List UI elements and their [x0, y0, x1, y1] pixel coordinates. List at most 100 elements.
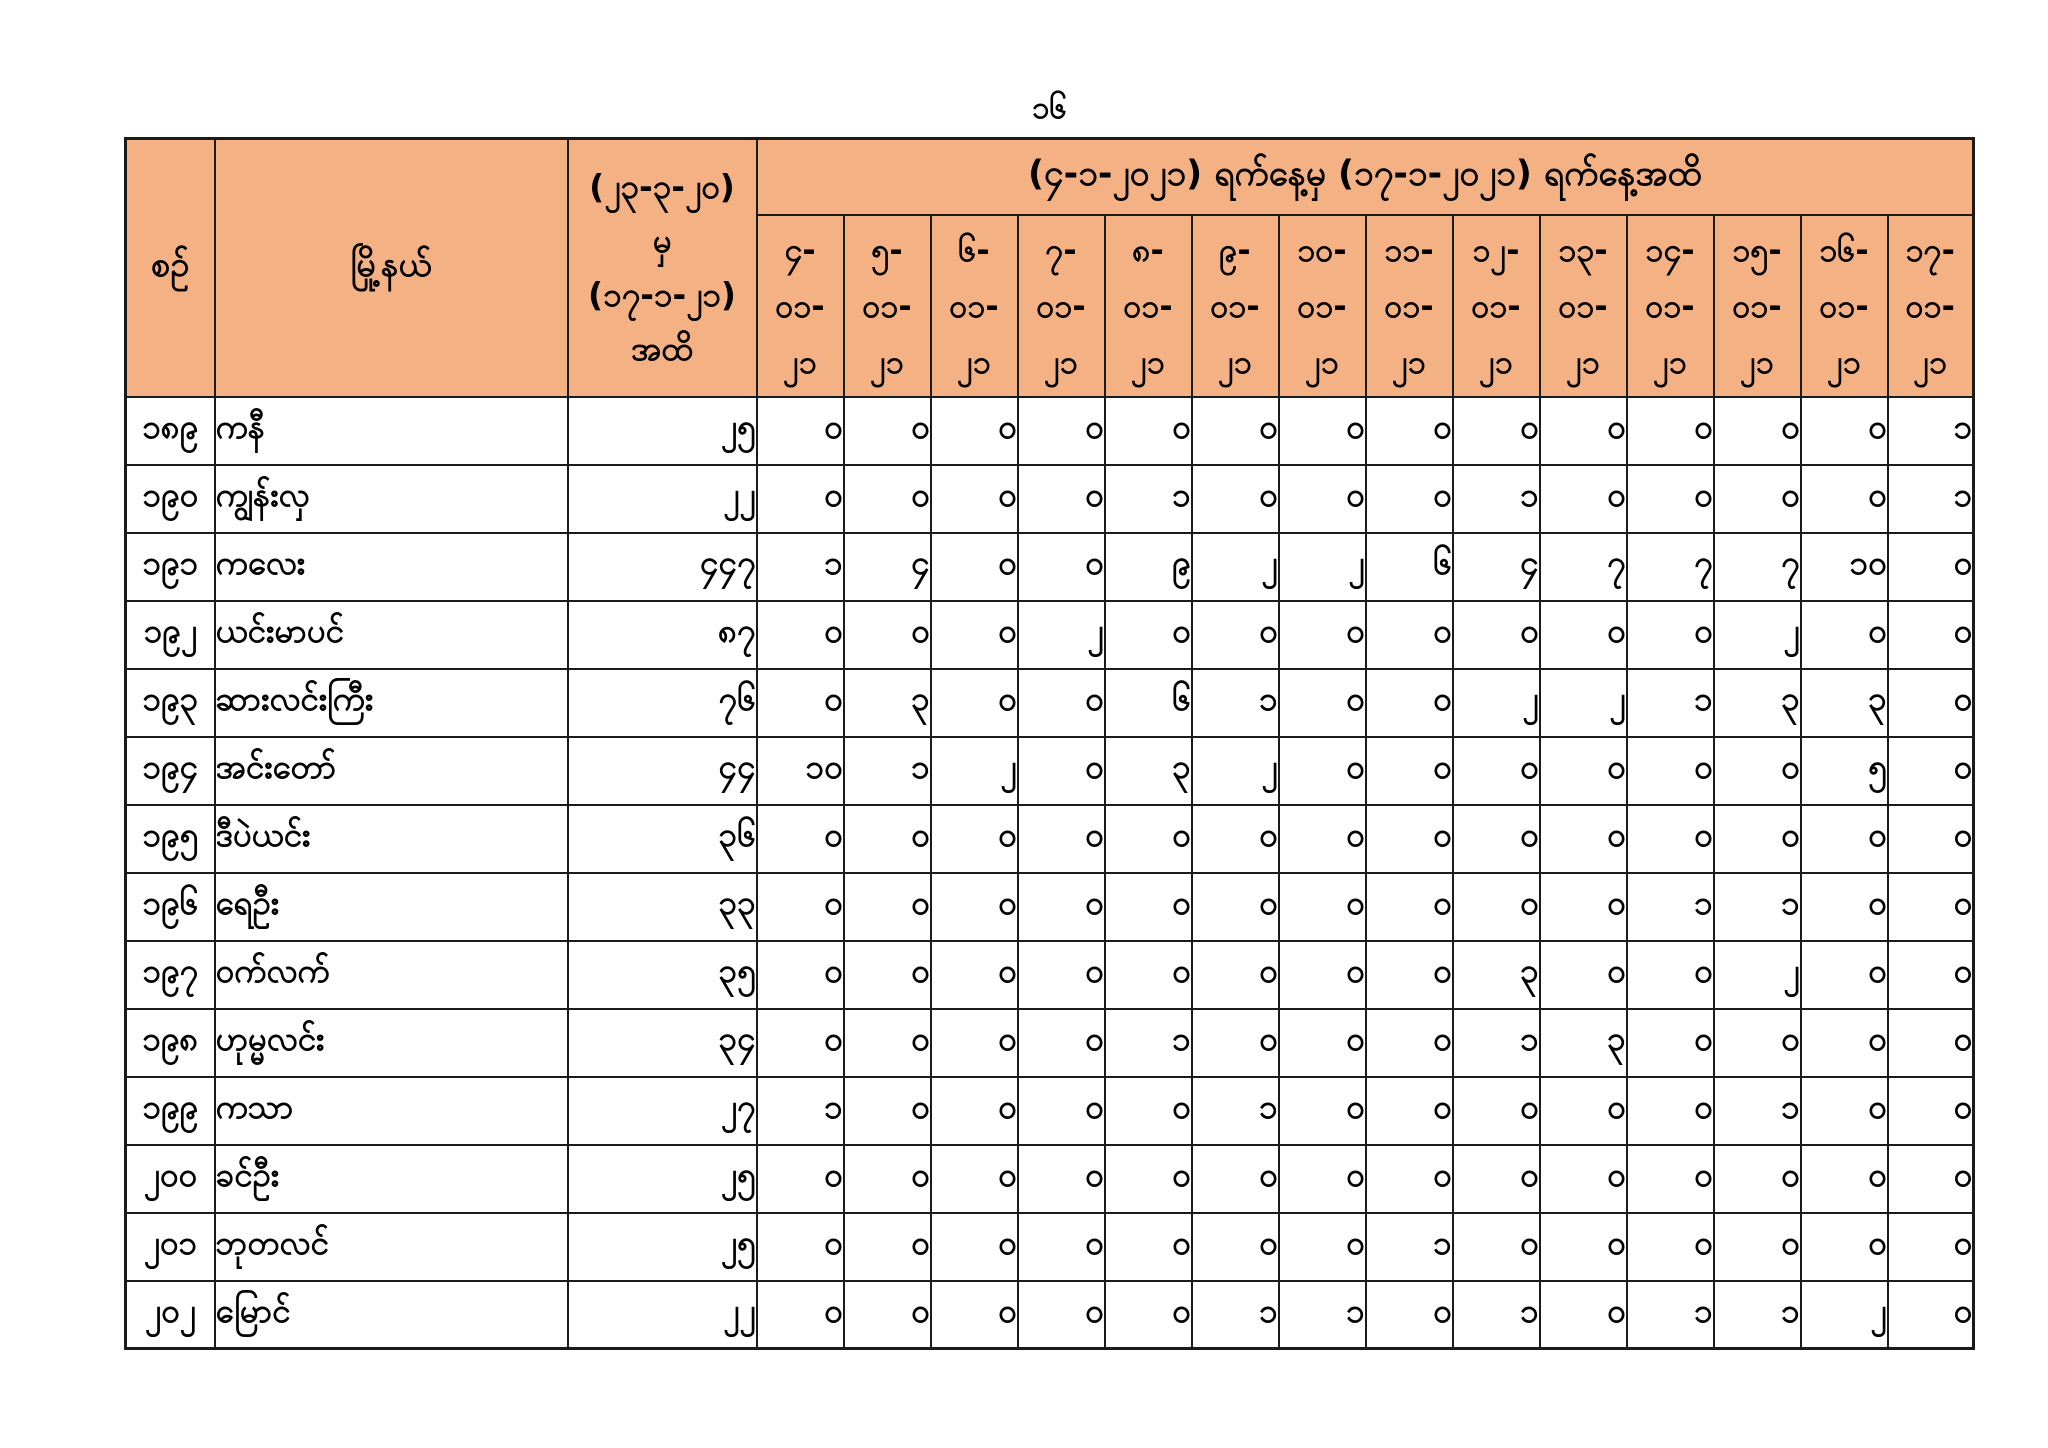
table-row: ၁၉၅ ဒီပဲယင်း ၃၆၀၀၀၀၀၀၀၀၀၀၀၀၀၀ — [124, 803, 1975, 874]
table-row: ၁၉၈ ဟုမ္မလင်း ၃၄၀၀၀၀၁၀၀၀၁၃၀၀၀၀ — [124, 1007, 1975, 1078]
daily-count-cell: ၁ — [1364, 1211, 1454, 1282]
serial-cell: ၁၉၆ — [124, 871, 216, 942]
cumulative-header-line: (၂၃-၃-၂၀) — [589, 166, 735, 206]
daily-count-cell: ၀ — [1886, 871, 1975, 942]
serial-column-header: စဉ် — [124, 137, 216, 398]
date-header-line: ၀၁- — [1471, 286, 1521, 325]
township-column-header: မြို့နယ် — [213, 137, 569, 398]
daily-count-cell: ၀ — [842, 1075, 932, 1146]
daily-count-cell: ၀ — [1538, 1279, 1628, 1350]
daily-count-cell: ၀ — [1016, 871, 1106, 942]
daily-count-cell: ၀ — [1886, 1211, 1975, 1282]
daily-count-cell: ၀ — [929, 1007, 1019, 1078]
daily-count-cell: ၀ — [1190, 463, 1280, 534]
daily-count-cell: ၀ — [1451, 871, 1541, 942]
daily-count-cell: ၄ — [1451, 531, 1541, 602]
daily-count-cell: ၁ — [1712, 871, 1802, 942]
serial-cell: ၂၀၀ — [124, 1143, 216, 1214]
daily-count-cell: ၀ — [1886, 1143, 1975, 1214]
daily-count-cell: ၀ — [1538, 803, 1628, 874]
date-header-line: ၂၁ — [870, 342, 904, 381]
township-cell: မြောင် — [213, 1279, 569, 1350]
daily-count-cell: ၀ — [1712, 463, 1802, 534]
daily-count-cell: ၀ — [1712, 1007, 1802, 1078]
daily-count-cell: ၇ — [1625, 531, 1715, 602]
date-column-header: ၁၅- ၀၁- ၂၁ — [1712, 213, 1802, 398]
date-header-line: ၅- — [871, 230, 903, 269]
daily-count-cell: ၀ — [1538, 1143, 1628, 1214]
daily-count-cell: ၀ — [1277, 939, 1367, 1010]
table-row: ၁၉၉ ကသာ ၂၇၁၀၀၀၀၁၀၀၀၀၀၁၀၀ — [124, 1075, 1975, 1146]
daily-count-cell: ၃ — [842, 667, 932, 738]
daily-count-cell: ၀ — [755, 1143, 845, 1214]
date-header-line: ၀၁- — [862, 286, 912, 325]
daily-count-cell: ၀ — [755, 1279, 845, 1350]
daily-count-cell: ၀ — [1886, 1007, 1975, 1078]
date-header-line: ၂၁ — [1479, 342, 1513, 381]
date-header-line: ၁၇- — [1905, 230, 1955, 269]
daily-count-cell: ၀ — [1625, 599, 1715, 670]
township-cell: ကျွန်းလှ — [213, 463, 569, 534]
daily-count-cell: ၀ — [842, 1143, 932, 1214]
date-header-line: ၂၁ — [1218, 342, 1252, 381]
daily-count-cell: ၀ — [755, 1007, 845, 1078]
daily-count-cell: ၀ — [1712, 1143, 1802, 1214]
daily-count-cell: ၀ — [1886, 939, 1975, 1010]
daily-count-cell: ၀ — [1277, 667, 1367, 738]
daily-count-cell: ၀ — [1364, 735, 1454, 806]
daily-count-cell: ၁ — [1103, 463, 1193, 534]
daily-count-cell: ၀ — [1625, 1007, 1715, 1078]
serial-cell: ၁၉၂ — [124, 599, 216, 670]
daily-count-cell: ၀ — [755, 395, 845, 466]
daily-count-cell: ၀ — [1364, 1279, 1454, 1350]
serial-cell: ၁၈၉ — [124, 395, 216, 466]
date-header-line: ၂၁ — [1827, 342, 1861, 381]
daily-count-cell: ၇ — [1712, 531, 1802, 602]
daily-count-cell: ၀ — [1103, 395, 1193, 466]
daily-count-cell: ၃ — [1103, 735, 1193, 806]
daily-count-cell: ၂ — [1712, 939, 1802, 1010]
daily-count-cell: ၀ — [1451, 395, 1541, 466]
daily-count-cell: ၀ — [1625, 735, 1715, 806]
date-column-header: ၁၀- ၀၁- ၂၁ — [1277, 213, 1367, 398]
daily-count-cell: ၀ — [1016, 1143, 1106, 1214]
daily-count-cell: ၉ — [1103, 531, 1193, 602]
date-column-header: ၁၇- ၀၁- ၂၁ — [1886, 213, 1975, 398]
daily-count-cell: ၀ — [1538, 599, 1628, 670]
date-header-line: ၂၁ — [1131, 342, 1165, 381]
daily-count-cell: ၁ — [1451, 463, 1541, 534]
daily-count-cell: ၀ — [1364, 871, 1454, 942]
daily-count-cell: ၀ — [1886, 599, 1975, 670]
daily-count-cell: ၀ — [1712, 1211, 1802, 1282]
daily-count-cell: ၀ — [755, 667, 845, 738]
table-row: ၁၉၇ ဝက်လက် ၃၅၀၀၀၀၀၀၀၀၃၀၀၂၀၀ — [124, 939, 1975, 1010]
daily-count-cell: ၃ — [1712, 667, 1802, 738]
serial-cell: ၂၀၁ — [124, 1211, 216, 1282]
date-header-line: ၀၁- — [949, 286, 999, 325]
daily-count-cell: ၀ — [1364, 1143, 1454, 1214]
daily-count-cell: ၀ — [1277, 395, 1367, 466]
daily-count-cell: ၀ — [1712, 803, 1802, 874]
daily-count-cell: ၂ — [1451, 667, 1541, 738]
date-header-line: ၁၀- — [1297, 230, 1347, 269]
date-header-line: ၇- — [1045, 230, 1077, 269]
date-header-line: ၂၁ — [1566, 342, 1600, 381]
daily-count-cell: ၀ — [1103, 599, 1193, 670]
daily-count-cell: ၀ — [1016, 395, 1106, 466]
date-header-line: ၄- — [784, 230, 816, 269]
daily-count-cell: ၀ — [1799, 939, 1889, 1010]
table-row: ၁၉၁ ကလေး ၄၄၇၁၄၀၀၉၂၂၆၄၇၇၇၁၀၀ — [124, 531, 1975, 602]
cumulative-cell: ၄၄ — [566, 735, 758, 806]
daily-count-cell: ၀ — [1364, 463, 1454, 534]
daily-count-cell: ၀ — [1190, 1143, 1280, 1214]
daily-count-cell: ၀ — [1277, 803, 1367, 874]
daily-count-cell: ၀ — [1103, 1143, 1193, 1214]
serial-cell: ၁၉၈ — [124, 1007, 216, 1078]
date-header-line: ၀၁- — [1384, 286, 1434, 325]
daily-count-cell: ၀ — [1016, 803, 1106, 874]
township-cell: ဟုမ္မလင်း — [213, 1007, 569, 1078]
daily-count-cell: ၁ — [1625, 871, 1715, 942]
serial-cell: ၁၉၇ — [124, 939, 216, 1010]
daily-count-cell: ၀ — [1364, 1007, 1454, 1078]
daily-count-cell: ၀ — [1799, 803, 1889, 874]
